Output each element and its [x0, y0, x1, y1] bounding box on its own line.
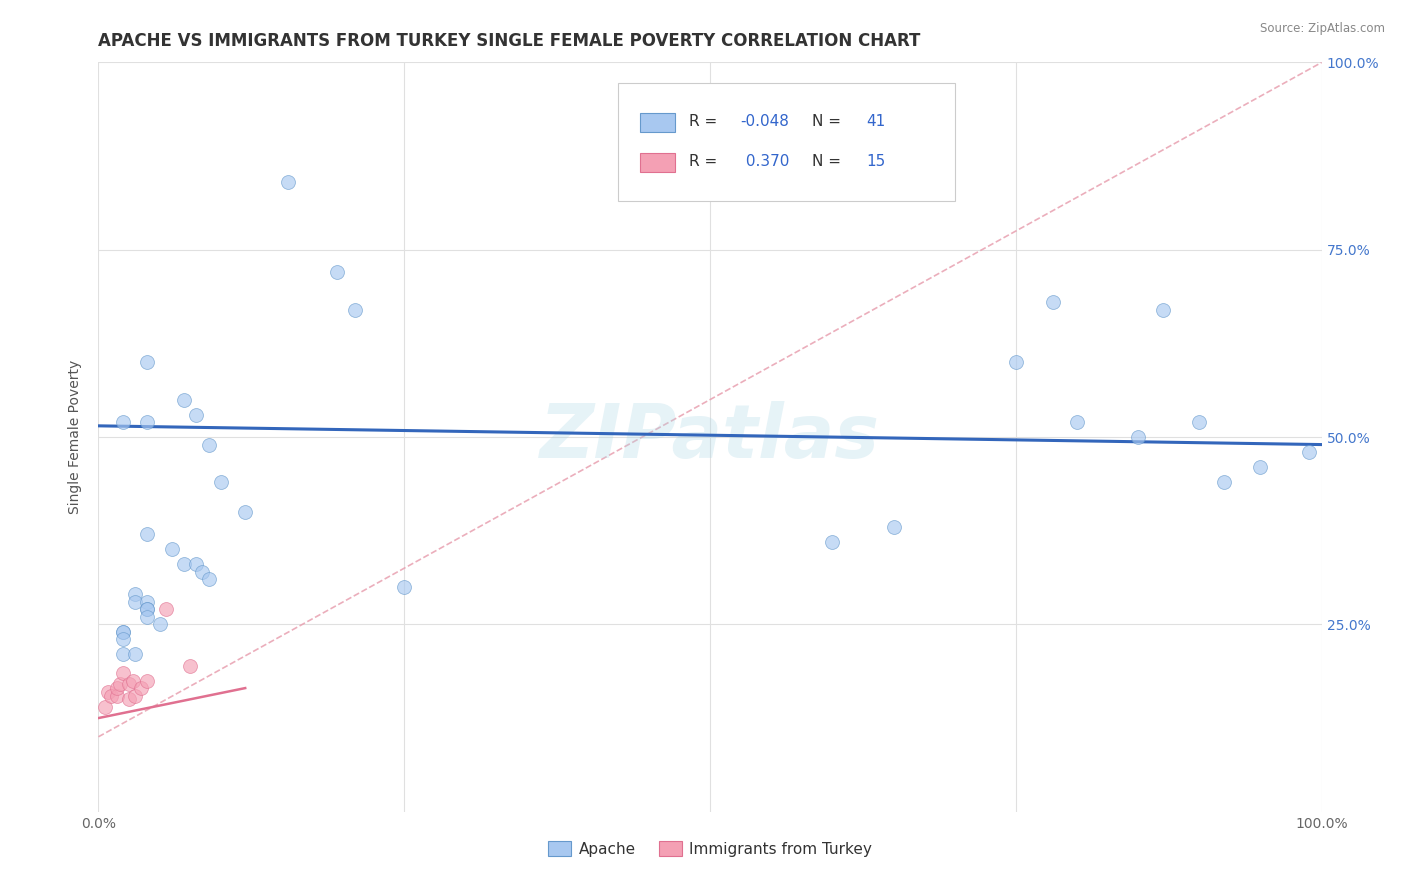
Point — [124, 689, 146, 703]
Text: -0.048: -0.048 — [741, 114, 790, 129]
Point — [136, 602, 159, 616]
FancyBboxPatch shape — [640, 153, 675, 172]
Y-axis label: Single Female Poverty: Single Female Poverty — [69, 360, 83, 514]
FancyBboxPatch shape — [640, 113, 675, 132]
Point — [392, 580, 416, 594]
Text: R =: R = — [689, 153, 723, 169]
FancyBboxPatch shape — [619, 83, 955, 201]
Point — [1042, 295, 1064, 310]
Point — [136, 602, 159, 616]
Point — [136, 673, 159, 688]
Text: 41: 41 — [866, 114, 886, 129]
Point — [197, 573, 219, 587]
Point — [111, 624, 134, 639]
Point — [105, 689, 128, 703]
Point — [93, 699, 115, 714]
Point — [111, 632, 134, 647]
Point — [129, 681, 152, 695]
Point — [124, 595, 146, 609]
Point — [277, 175, 299, 189]
Point — [1066, 415, 1088, 429]
Point — [155, 602, 177, 616]
Point — [105, 681, 128, 695]
Point — [97, 685, 120, 699]
Point — [344, 302, 367, 317]
Text: N =: N = — [811, 153, 845, 169]
Point — [124, 587, 146, 601]
Text: Source: ZipAtlas.com: Source: ZipAtlas.com — [1260, 22, 1385, 36]
Point — [111, 415, 134, 429]
Point — [1188, 415, 1211, 429]
Point — [821, 535, 844, 549]
Point — [118, 692, 141, 706]
Point — [110, 677, 132, 691]
Point — [209, 475, 232, 489]
Point — [124, 648, 146, 662]
Legend: Apache, Immigrants from Turkey: Apache, Immigrants from Turkey — [548, 840, 872, 856]
Point — [136, 595, 159, 609]
Text: APACHE VS IMMIGRANTS FROM TURKEY SINGLE FEMALE POVERTY CORRELATION CHART: APACHE VS IMMIGRANTS FROM TURKEY SINGLE … — [98, 32, 921, 50]
Text: R =: R = — [689, 114, 723, 129]
Point — [326, 265, 349, 279]
Point — [191, 565, 214, 579]
Point — [1128, 430, 1150, 444]
Point — [100, 689, 122, 703]
Point — [121, 673, 143, 688]
Text: 15: 15 — [866, 153, 886, 169]
Point — [136, 527, 159, 541]
Point — [1152, 302, 1174, 317]
Point — [233, 505, 256, 519]
Point — [1004, 355, 1026, 369]
Point — [173, 558, 195, 572]
Point — [111, 666, 134, 681]
Point — [111, 624, 134, 639]
Point — [197, 437, 219, 451]
Point — [883, 520, 905, 534]
Point — [179, 658, 201, 673]
Point — [173, 392, 195, 407]
Point — [118, 677, 141, 691]
Point — [186, 558, 208, 572]
Point — [1298, 445, 1320, 459]
Point — [136, 610, 159, 624]
Point — [111, 648, 134, 662]
Point — [136, 415, 159, 429]
Point — [160, 542, 183, 557]
Point — [1249, 460, 1271, 475]
Point — [186, 408, 208, 422]
Point — [1212, 475, 1234, 489]
Text: ZIPatlas: ZIPatlas — [540, 401, 880, 474]
Text: 0.370: 0.370 — [741, 153, 789, 169]
Point — [149, 617, 172, 632]
Text: N =: N = — [811, 114, 845, 129]
Point — [136, 355, 159, 369]
